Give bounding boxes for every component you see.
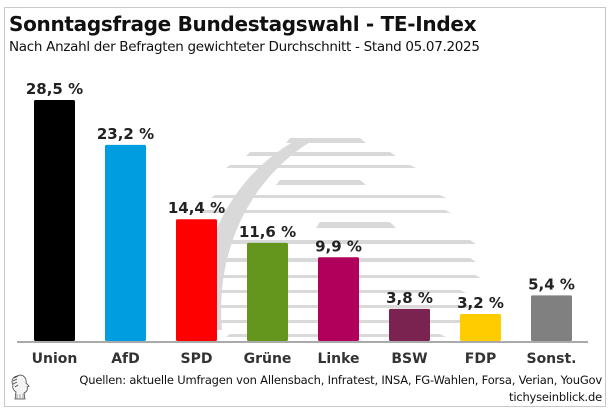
value-label: 28,5 % <box>26 80 83 98</box>
bar-bsw <box>389 308 430 341</box>
value-label: 3,8 % <box>386 289 433 307</box>
category-label: Linke <box>317 351 359 367</box>
watermark-stripe <box>226 165 416 168</box>
sources-note: Quellen: aktuelle Umfragen von Allensbac… <box>79 373 602 387</box>
bar-linke <box>318 257 359 341</box>
bar-afd <box>105 144 146 341</box>
category-label: Grüne <box>244 351 292 367</box>
bar-sonst <box>531 295 572 341</box>
watermark-stripe <box>316 222 396 228</box>
site-credit: tichyseinblick.de <box>509 390 602 404</box>
bar-spd <box>176 219 217 341</box>
chart-frame <box>4 7 606 407</box>
value-label: 5,4 % <box>528 275 575 293</box>
bar-grüne <box>247 242 288 341</box>
category-label: Union <box>32 351 78 367</box>
watermark-stripe <box>276 180 366 185</box>
category-label: BSW <box>391 351 427 367</box>
bar-fdp <box>460 313 501 341</box>
bars-group <box>34 100 572 341</box>
value-label: 11,6 % <box>239 223 296 241</box>
value-label: 14,4 % <box>168 199 225 217</box>
category-label: AfD <box>111 351 140 367</box>
value-label: 9,9 % <box>315 237 362 255</box>
chart-title: Sonntagsfrage Bundestagswahl - TE-Index <box>9 12 477 36</box>
category-label: Sonst. <box>526 351 576 367</box>
bar-union <box>34 100 75 341</box>
chart-subtitle: Nach Anzahl der Befragten gewichteter Du… <box>9 39 480 55</box>
watermark-stripe <box>211 195 446 198</box>
value-label: 3,2 % <box>457 294 504 312</box>
value-labels-group: 28,5 % 23,2 % 14,4 % 11,6 % 9,9 % 3,8 % 3,2 % 5… <box>26 80 575 312</box>
watermark-stripe <box>246 152 396 156</box>
category-label: FDP <box>465 351 496 367</box>
category-labels-group: Union AfD SPD Grüne Linke BSW FDP Sonst. <box>32 351 577 367</box>
watermark-stripe <box>201 210 451 213</box>
value-label: 23,2 % <box>97 125 154 143</box>
classical-head-logo-icon <box>11 374 30 400</box>
category-label: SPD <box>181 351 213 367</box>
